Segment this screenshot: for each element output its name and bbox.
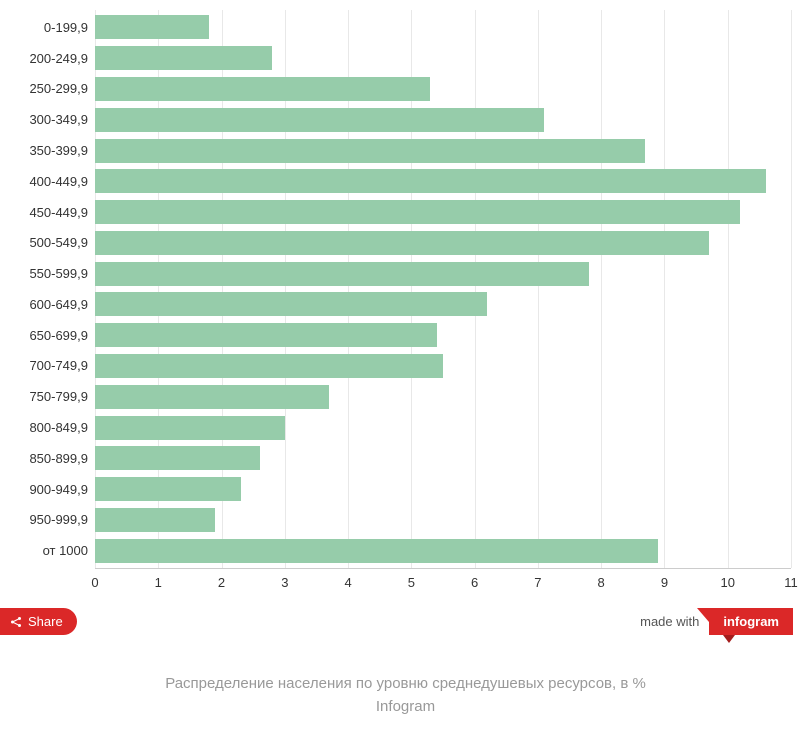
bar-category-label: 750-799,9 <box>0 389 88 404</box>
bar[interactable] <box>95 169 766 193</box>
bar-row: 850-899,9 <box>95 443 791 474</box>
bar-category-label: 950-999,9 <box>0 512 88 527</box>
bar[interactable] <box>95 231 709 255</box>
bar-row: 450-449,9 <box>95 197 791 228</box>
bar-row: 600-649,9 <box>95 289 791 320</box>
bar-row: 500-549,9 <box>95 227 791 258</box>
bar-category-label: 600-649,9 <box>0 297 88 312</box>
bar-category-label: 700-749,9 <box>0 358 88 373</box>
bar[interactable] <box>95 108 544 132</box>
bar[interactable] <box>95 323 437 347</box>
bar-row: 650-699,9 <box>95 320 791 351</box>
bar-category-label: 450-449,9 <box>0 205 88 220</box>
bar-row: 900-949,9 <box>95 474 791 505</box>
x-tick-label: 10 <box>720 575 734 590</box>
bar-category-label: 350-399,9 <box>0 143 88 158</box>
bar[interactable] <box>95 292 487 316</box>
bar-row: 800-849,9 <box>95 412 791 443</box>
bar[interactable] <box>95 77 430 101</box>
bar-category-label: 800-849,9 <box>0 420 88 435</box>
bar-row: 700-749,9 <box>95 351 791 382</box>
bar-row: 750-799,9 <box>95 381 791 412</box>
bar[interactable] <box>95 477 241 501</box>
bar-row: 300-349,9 <box>95 104 791 135</box>
x-tick-label: 8 <box>598 575 605 590</box>
bar-row: 250-299,9 <box>95 74 791 105</box>
x-tick-label: 7 <box>534 575 541 590</box>
bar[interactable] <box>95 416 285 440</box>
gridline <box>791 10 792 568</box>
infogram-badge[interactable]: infogram <box>709 608 793 635</box>
chart-caption: Распределение населения по уровню средне… <box>0 673 811 718</box>
bar-row: 400-449,9 <box>95 166 791 197</box>
bar-category-label: 850-899,9 <box>0 451 88 466</box>
caption-line-1: Распределение населения по уровню средне… <box>0 673 811 696</box>
madewith-label: made with <box>640 614 699 629</box>
bar-category-label: 250-299,9 <box>0 81 88 96</box>
bar[interactable] <box>95 446 260 470</box>
chart-x-axis: 01234567891011 <box>95 568 791 596</box>
bar[interactable] <box>95 539 658 563</box>
chart-bars: 0-199,9200-249,9250-299,9300-349,9350-39… <box>95 10 791 568</box>
bar-row: 950-999,9 <box>95 505 791 536</box>
x-tick-label: 1 <box>155 575 162 590</box>
bar[interactable] <box>95 139 645 163</box>
bar[interactable] <box>95 385 329 409</box>
madewith-container: made with infogram <box>640 608 793 635</box>
x-tick-label: 4 <box>344 575 351 590</box>
bar-row: 200-249,9 <box>95 43 791 74</box>
chart-container: 0-199,9200-249,9250-299,9300-349,9350-39… <box>0 0 811 596</box>
bar-category-label: 500-549,9 <box>0 235 88 250</box>
x-tick-label: 0 <box>91 575 98 590</box>
bar-category-label: 300-349,9 <box>0 112 88 127</box>
bar[interactable] <box>95 200 740 224</box>
bar[interactable] <box>95 508 215 532</box>
share-label: Share <box>28 614 63 629</box>
x-tick-label: 6 <box>471 575 478 590</box>
x-tick-label: 2 <box>218 575 225 590</box>
bar[interactable] <box>95 46 272 70</box>
bar[interactable] <box>95 354 443 378</box>
bar-category-label: 200-249,9 <box>0 51 88 66</box>
bar-category-label: 0-199,9 <box>0 20 88 35</box>
bar-row: 0-199,9 <box>95 12 791 43</box>
bar-category-label: 550-599,9 <box>0 266 88 281</box>
chart-footer: Share made with infogram <box>0 608 811 635</box>
x-tick-label: 3 <box>281 575 288 590</box>
x-tick-label: 5 <box>408 575 415 590</box>
chart-plot-area: 0-199,9200-249,9250-299,9300-349,9350-39… <box>95 10 791 568</box>
x-tick-label: 11 <box>784 575 798 590</box>
bar[interactable] <box>95 262 589 286</box>
share-button[interactable]: Share <box>0 608 77 635</box>
bar[interactable] <box>95 15 209 39</box>
x-tick-label: 9 <box>661 575 668 590</box>
caption-line-2: Infogram <box>0 696 811 719</box>
bar-category-label: 650-699,9 <box>0 328 88 343</box>
share-icon <box>10 616 22 628</box>
bar-row: 350-399,9 <box>95 135 791 166</box>
bar-category-label: 400-449,9 <box>0 174 88 189</box>
bar-category-label: 900-949,9 <box>0 482 88 497</box>
bar-row: 550-599,9 <box>95 258 791 289</box>
bar-row: от 1000 <box>95 535 791 566</box>
bar-category-label: от 1000 <box>0 543 88 558</box>
